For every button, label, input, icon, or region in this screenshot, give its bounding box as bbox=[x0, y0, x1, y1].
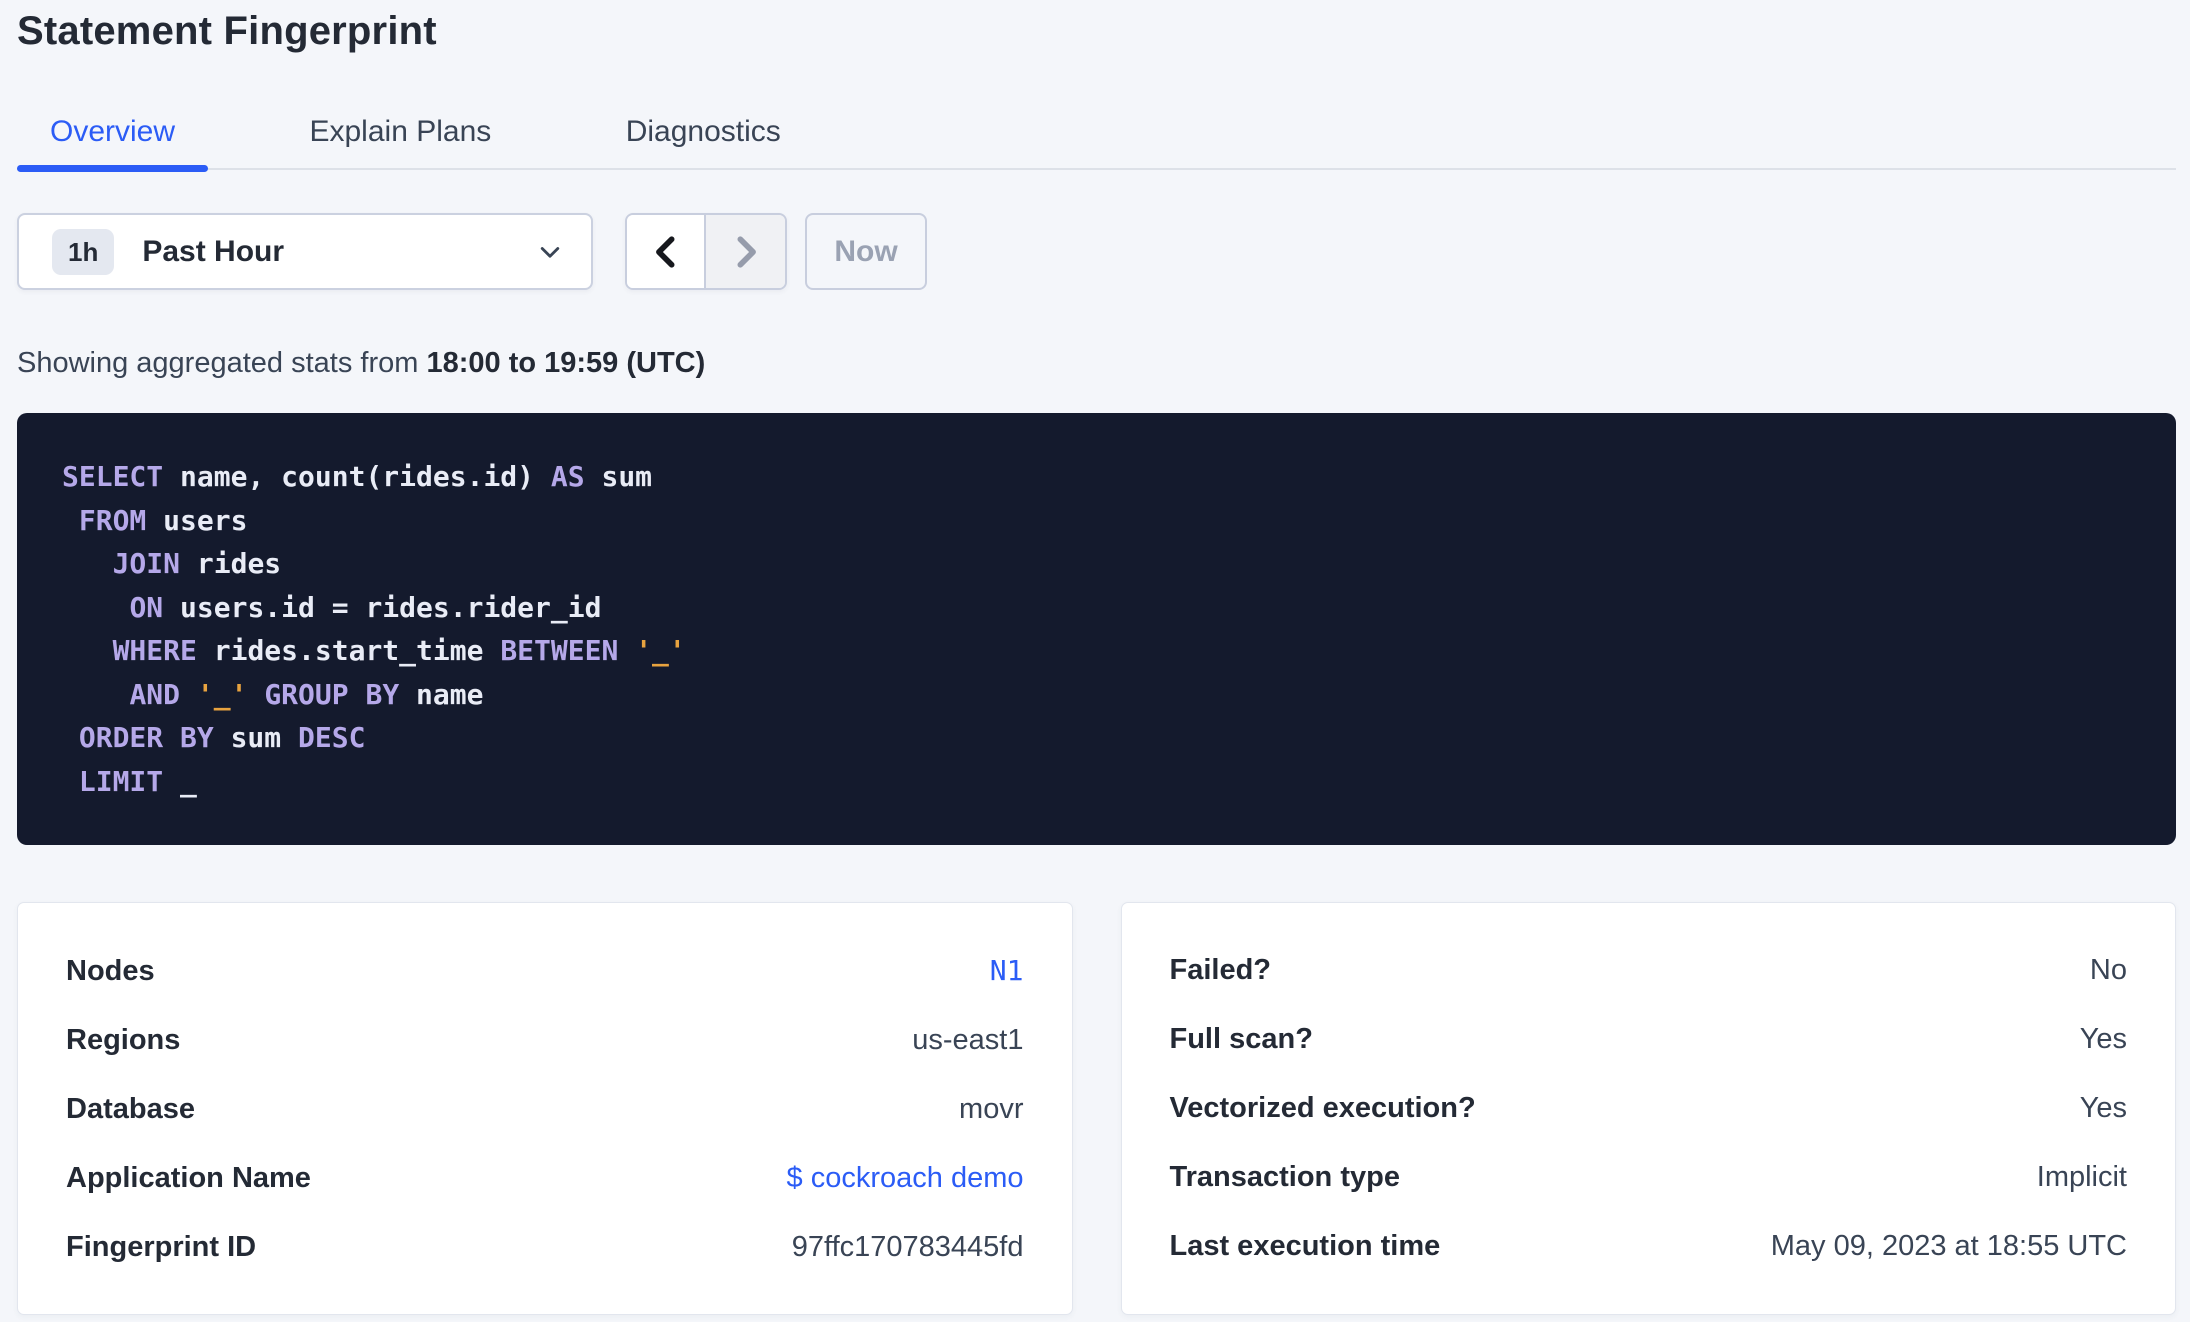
interval-arrow-group bbox=[625, 213, 787, 290]
sql-token: name bbox=[399, 677, 484, 711]
sql-token: rides bbox=[180, 547, 282, 580]
detail-row: Failed? No bbox=[1170, 953, 2128, 988]
detail-label: Regions bbox=[66, 1024, 181, 1056]
detail-row: Application Name $ cockroach demo bbox=[66, 1161, 1024, 1196]
time-interval-label: Past Hour bbox=[142, 234, 285, 268]
detail-label: Failed? bbox=[1169, 954, 1272, 986]
sql-token: GROUP BY bbox=[264, 677, 400, 711]
sql-token: SELECT bbox=[62, 460, 164, 493]
sql-token: '_' bbox=[635, 634, 686, 667]
sql-token: ON bbox=[129, 590, 164, 624]
detail-label: Fingerprint ID bbox=[66, 1231, 257, 1263]
detail-row: Database movr bbox=[66, 1092, 1024, 1127]
detail-row: Last execution time May 09, 2023 at 18:55… bbox=[1170, 1229, 2128, 1264]
statement-attributes-card: Nodes N1 Regions us-east1 Database movr Applic… bbox=[17, 902, 1073, 1315]
sql-token: rides.start_time bbox=[196, 634, 501, 667]
detail-row: Regions us-east1 bbox=[66, 1023, 1024, 1058]
detail-value: No bbox=[2089, 954, 2127, 986]
sql-token: BETWEEN bbox=[500, 634, 619, 667]
time-picker-row: 1h Past Hour Now bbox=[17, 213, 2176, 290]
sql-token: _ bbox=[163, 764, 197, 798]
next-interval-button[interactable] bbox=[706, 215, 785, 288]
sql-token bbox=[247, 678, 264, 711]
detail-label: Database bbox=[66, 1093, 195, 1125]
sql-token: WHERE bbox=[112, 634, 197, 667]
chevron-down-icon bbox=[540, 246, 560, 258]
sql-token: JOIN bbox=[112, 547, 181, 580]
sql-token: sum bbox=[213, 721, 299, 754]
sql-token bbox=[62, 678, 129, 711]
sql-token: name, count(rides.id) bbox=[163, 460, 551, 493]
sql-token: AS bbox=[550, 460, 585, 493]
time-interval-dropdown[interactable]: 1h Past Hour bbox=[17, 213, 593, 290]
sql-token: FROM bbox=[78, 503, 147, 537]
detail-value: Yes bbox=[2079, 1023, 2127, 1055]
detail-value-link[interactable]: N1 bbox=[989, 954, 1024, 987]
sql-token bbox=[180, 678, 197, 711]
sql-token: ORDER BY bbox=[78, 721, 214, 754]
stats-prefix: Showing aggregated stats from bbox=[17, 347, 427, 379]
sql-token bbox=[62, 547, 113, 580]
detail-row: Transaction type Implicit bbox=[1170, 1160, 2128, 1195]
sql-token bbox=[62, 721, 79, 754]
sql-token bbox=[62, 634, 113, 667]
details-cards-row: Nodes N1 Regions us-east1 Database movr Applic… bbox=[17, 902, 2176, 1315]
detail-value: May 09, 2023 at 18:55 UTC bbox=[1770, 1230, 2127, 1262]
detail-row: Vectorized execution? Yes bbox=[1170, 1091, 2128, 1126]
detail-label: Last execution time bbox=[1169, 1230, 1441, 1262]
detail-label: Transaction type bbox=[1169, 1161, 1400, 1193]
tab-explain-plans[interactable]: Explain Plans bbox=[309, 115, 492, 148]
detail-label: Nodes bbox=[66, 955, 155, 987]
detail-value: movr bbox=[959, 1093, 1024, 1125]
detail-value: Implicit bbox=[2036, 1161, 2127, 1193]
chevron-left-icon bbox=[655, 235, 674, 268]
sql-token: users bbox=[146, 503, 248, 537]
sql-token bbox=[62, 765, 79, 798]
detail-row: Full scan? Yes bbox=[1170, 1022, 2128, 1057]
interval-badge: 1h bbox=[52, 228, 115, 275]
detail-label: Application Name bbox=[66, 1162, 311, 1194]
prev-interval-button[interactable] bbox=[627, 215, 706, 288]
sql-token: AND bbox=[129, 677, 181, 711]
sql-token bbox=[62, 591, 129, 624]
sql-token: sum bbox=[584, 460, 653, 493]
detail-value: us-east1 bbox=[912, 1024, 1024, 1056]
detail-value-link[interactable]: $ cockroach demo bbox=[786, 1162, 1024, 1194]
sql-token bbox=[62, 504, 79, 537]
detail-label: Vectorized execution? bbox=[1169, 1092, 1476, 1124]
now-button[interactable]: Now bbox=[805, 213, 927, 290]
stats-time-range: 18:00 to 19:59 (UTC) bbox=[426, 347, 706, 379]
sql-token: users.id = rides.rider_id bbox=[163, 590, 602, 624]
page-title: Statement Fingerprint bbox=[17, 9, 437, 53]
sql-token bbox=[618, 634, 635, 667]
sql-token: LIMIT bbox=[78, 764, 164, 798]
sql-token: '_' bbox=[196, 677, 248, 711]
tab-bar: Overview Explain Plans Diagnostics bbox=[17, 100, 2176, 172]
detail-row: Nodes N1 bbox=[66, 953, 1024, 989]
aggregated-stats-summary: Showing aggregated stats from 18:00 to 1… bbox=[17, 345, 2176, 381]
detail-label: Full scan? bbox=[1169, 1023, 1313, 1055]
sql-statement-box: SELECT name, count(rides.id) AS sum FROM… bbox=[17, 413, 2176, 845]
chevron-right-icon bbox=[737, 235, 756, 268]
detail-value: 97ffc170783445fd bbox=[791, 1231, 1024, 1263]
detail-row: Fingerprint ID 97ffc170783445fd bbox=[66, 1230, 1024, 1265]
tab-diagnostics[interactable]: Diagnostics bbox=[625, 115, 781, 148]
tab-overview[interactable]: Overview bbox=[17, 100, 209, 172]
detail-value: Yes bbox=[2079, 1092, 2127, 1124]
sql-token: DESC bbox=[298, 721, 366, 754]
execution-attributes-card: Failed? No Full scan? Yes Vectorized executi… bbox=[1120, 902, 2176, 1315]
